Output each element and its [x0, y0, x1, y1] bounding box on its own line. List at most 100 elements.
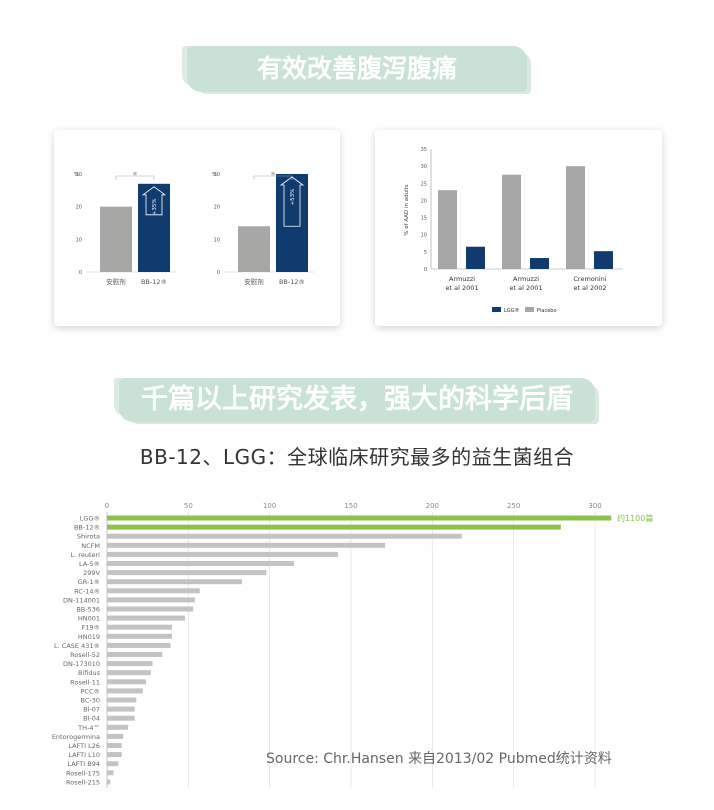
y-tick-label: 10	[421, 233, 427, 239]
y-tick-label: Bifidus	[78, 669, 101, 677]
y-tick-label: LAFTI B94	[67, 760, 100, 768]
x-tick-label: et al 2001	[445, 284, 478, 292]
y-tick-label: Rosell-52	[70, 651, 100, 659]
bar-strain	[107, 551, 338, 557]
bar-placebo	[238, 226, 270, 272]
y-tick-label: 299V	[83, 569, 100, 577]
y-tick-label: 30	[214, 172, 220, 178]
bar-strain	[107, 633, 173, 639]
y-tick-label: 30	[421, 164, 427, 170]
y-tick-label: 0	[424, 267, 427, 273]
y-tick-label: BB-536	[76, 606, 100, 614]
y-tick-label: BC-30	[81, 697, 101, 705]
y-tick-label: F19®	[81, 624, 100, 632]
banner-mid-text: 千篇以上研究发表，强大的科学后盾	[119, 378, 595, 422]
bar-strain	[107, 724, 129, 730]
y-tick-label: 35	[421, 147, 427, 153]
bar-strain	[107, 588, 200, 594]
bar-strain	[107, 515, 612, 521]
x-tick-label: BB-12®	[279, 278, 305, 286]
x-tick-label: 200	[426, 502, 439, 510]
y-tick-label: HN001	[78, 615, 100, 623]
y-tick-label: Bl-04	[83, 715, 100, 723]
bar-strain	[107, 561, 295, 566]
bar-strain	[107, 733, 124, 739]
y-tick-label: Bl-07	[83, 706, 100, 714]
bar-placebo	[438, 190, 457, 269]
y-tick-label: L. reuteri	[71, 551, 101, 559]
bar-placebo	[566, 166, 585, 269]
bar-strain	[107, 579, 243, 585]
bar-strain	[107, 661, 153, 667]
x-tick-label: Cremonini	[573, 275, 606, 283]
y-axis-label: % of AAD in adults	[404, 184, 410, 235]
y-tick-label: 20	[214, 205, 220, 211]
y-tick-label: LAFTI L26	[68, 742, 100, 750]
x-tick-label: Armuzzi	[449, 275, 475, 283]
y-tick-label: 25	[421, 181, 427, 187]
x-tick-label: 250	[507, 502, 520, 510]
bar-lgg	[530, 258, 549, 269]
y-tick-label: 20	[76, 205, 82, 211]
x-tick-label: 300	[588, 502, 601, 510]
y-tick-label: 30	[76, 172, 82, 178]
banner-mid: 千篇以上研究发表，强大的科学后盾	[0, 378, 714, 422]
x-tick-label: 0	[105, 502, 109, 510]
x-tick-label: BB-12®	[141, 278, 167, 286]
increase-label: +35%	[152, 198, 158, 215]
y-tick-label: 0	[217, 270, 220, 276]
card-right: % of AAD in adults 0 5 10 15 20 25 30 35 Armuzzi e…	[375, 130, 662, 326]
y-tick-label: 5	[424, 250, 427, 256]
bar-strain	[107, 570, 267, 576]
significance-star: *	[133, 171, 138, 181]
bar-strain	[107, 688, 143, 694]
significance-bracket	[253, 175, 293, 180]
y-tick-label: GR-1®	[78, 578, 100, 586]
source-note: Source: Chr.Hansen 来自2013/02 Pubmed统计资料	[266, 751, 612, 767]
bar-annotation: 约1100篇	[617, 513, 653, 523]
bar-strain	[107, 743, 122, 748]
y-tick-label: Rosell-11	[70, 678, 100, 686]
bar-strain	[107, 679, 147, 685]
significance-star: *	[271, 171, 276, 181]
y-tick-label: BB-12®	[74, 524, 100, 532]
x-tick-label: 安慰剂	[106, 277, 126, 286]
y-tick-label: LA-5®	[79, 560, 100, 568]
bar-strain	[107, 770, 114, 776]
chart-studies-svg: 0 50 100 150 200 250 300LGG®BB-12®ShirotaNCFML…	[52, 502, 653, 788]
y-tick-label: RC-14®	[74, 587, 100, 595]
increase-label: +53%	[290, 189, 296, 206]
bar-bb12	[138, 183, 170, 272]
chart-subtitle: BB-12、LGG：全球临床研究最多的益生菌组合	[139, 445, 575, 469]
banner-top: 有效改善腹泻腹痛	[0, 46, 714, 92]
legend-label-lgg: LGG®	[504, 307, 520, 314]
bar-strain	[107, 542, 386, 548]
x-tick-label: 150	[344, 502, 357, 510]
y-tick-label: DN-114001	[63, 596, 100, 604]
legend-swatch-lgg	[492, 307, 501, 312]
x-tick-label: Armuzzi	[513, 275, 539, 283]
y-tick-label: 0	[79, 270, 82, 276]
y-tick-label: 10	[214, 237, 220, 243]
y-tick-label: LGG®	[80, 515, 100, 523]
bar-strain	[107, 624, 173, 630]
y-axis-label: %	[74, 172, 79, 178]
banner-top-text: 有效改善腹泻腹痛	[186, 46, 527, 92]
bar-strain	[107, 642, 171, 648]
bar-lgg	[594, 251, 613, 269]
bar-placebo	[502, 174, 521, 269]
bar-strain	[107, 752, 122, 758]
y-tick-label: Entorogermina	[52, 733, 100, 741]
bar-placebo	[100, 206, 132, 272]
x-tick-label: 100	[263, 502, 276, 510]
y-tick-label: Rosell-175	[66, 769, 100, 777]
x-tick-label: et al 2002	[573, 284, 606, 292]
bar-strain	[107, 697, 137, 703]
bar-strain	[107, 524, 561, 530]
y-tick-label: TH-4™	[77, 724, 100, 732]
bar-strain	[107, 779, 111, 785]
bar-strain	[107, 615, 186, 621]
bar-bb12	[276, 174, 308, 272]
x-tick-label: 50	[184, 502, 193, 510]
x-tick-label: et al 2001	[509, 284, 542, 292]
